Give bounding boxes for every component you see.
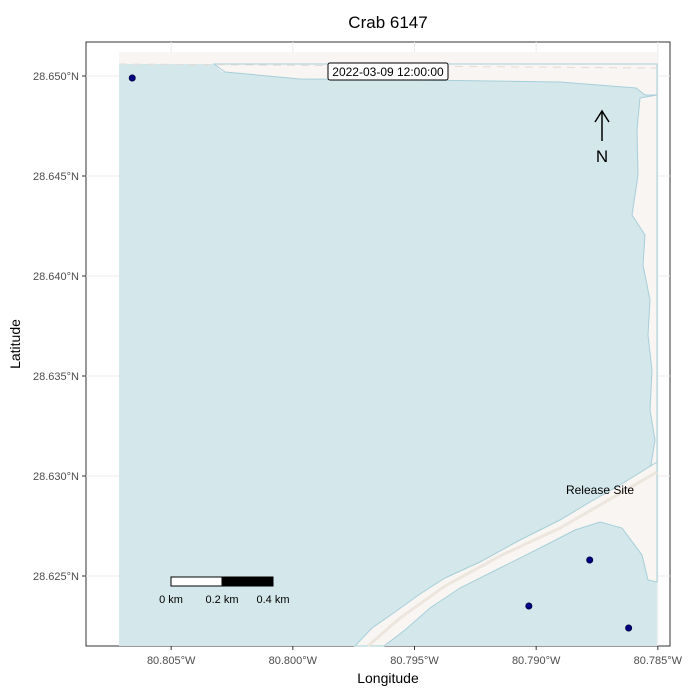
north-arrow-head [594, 109, 610, 123]
crab-location-point-1 [586, 556, 594, 564]
crab-locations [128, 74, 633, 632]
x-tick-label-0: 80.805°W [147, 655, 196, 667]
water-area [119, 52, 657, 646]
release-site-label: Release Site [566, 483, 634, 497]
y-tick-label-2: 28.640°N [33, 271, 79, 283]
x-tick-label-2: 80.795°W [390, 655, 439, 667]
y-tick-label-5: 28.625°N [33, 571, 79, 583]
scale-bar-segment-white [170, 576, 223, 587]
timestamp-box-frame [327, 62, 449, 81]
crab-location-point-2 [525, 602, 533, 610]
north-arrow: N [594, 109, 610, 166]
scale-label-1: 0.2 km [205, 594, 238, 606]
y-tick-label-4: 28.630°N [33, 471, 79, 483]
basemap [118, 52, 658, 648]
scale-bar: 0 km 0.2 km 0.4 km [159, 576, 290, 606]
scale-label-0: 0 km [159, 594, 183, 606]
x-axis-title: Longitude [357, 670, 419, 686]
timestamp-label: 2022-03-09 12:00:00 [332, 65, 444, 79]
scale-label-2: 0.4 km [256, 594, 289, 606]
timestamp-box: 2022-03-09 12:00:00 [327, 62, 449, 81]
y-axis: 28.650°N 28.645°N 28.640°N 28.635°N 28.630°N… [33, 71, 86, 583]
y-tick-label-0: 28.650°N [33, 71, 79, 83]
y-tick-label-3: 28.635°N [33, 371, 79, 383]
crab-location-point-0 [128, 74, 136, 82]
x-axis: 80.805°W 80.800°W 80.795°W 80.790°W 80.785°W [147, 646, 683, 667]
scale-bar-segment-black [221, 576, 274, 587]
x-tick-label-4: 80.785°W [634, 655, 683, 667]
x-tick-label-3: 80.790°W [512, 655, 561, 667]
causeway-road [367, 470, 658, 648]
x-tick-label-1: 80.800°W [269, 655, 318, 667]
y-axis-title: Latitude [7, 319, 23, 369]
north-arrow-label: N [596, 147, 608, 166]
crab-location-point-3 [625, 624, 633, 632]
chart-title: Crab 6147 [348, 13, 427, 32]
y-tick-label-1: 28.645°N [33, 171, 79, 183]
